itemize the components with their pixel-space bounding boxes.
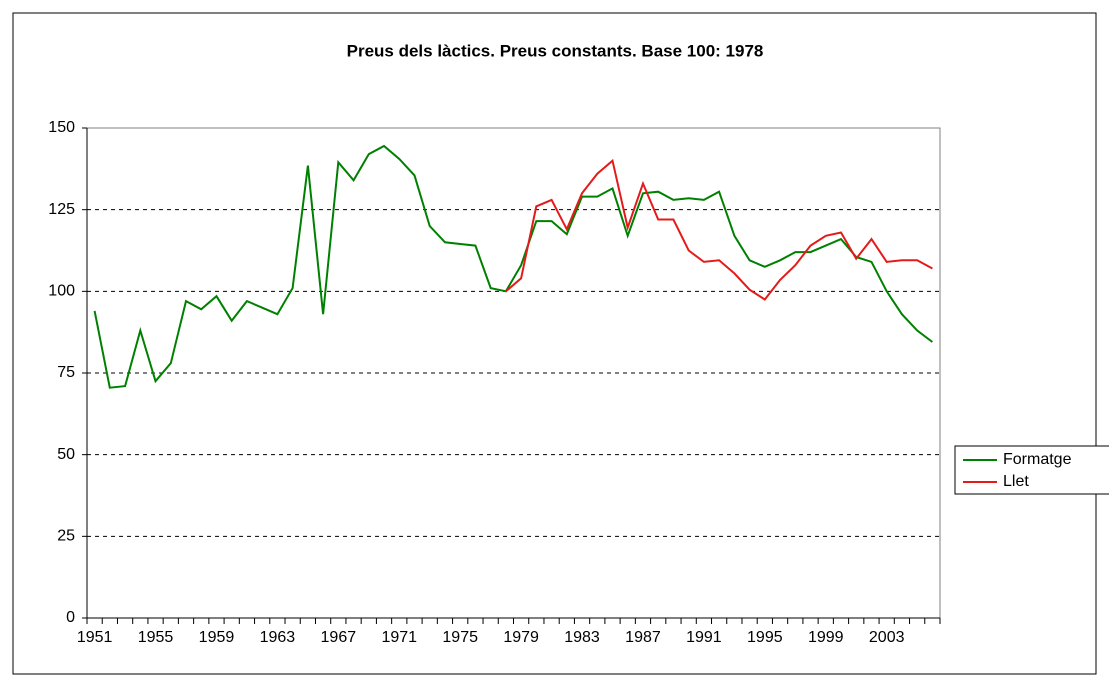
series-line: [505, 158, 933, 301]
legend-box: [954, 445, 1109, 495]
series-line: [93, 144, 934, 389]
x-tick-label: 1959: [199, 629, 235, 646]
x-tick-label: 1991: [686, 629, 722, 646]
x-tick-label: 1979: [503, 629, 539, 646]
x-tick-label: 1967: [321, 629, 357, 646]
x-tick-label: 1971: [381, 629, 417, 646]
x-tick-label: 1995: [747, 629, 783, 646]
y-tick-label: 75: [57, 364, 75, 381]
y-tick-label: 25: [57, 528, 75, 545]
y-tick-label: 100: [48, 283, 75, 300]
x-tick-label: 1987: [625, 629, 661, 646]
x-tick-label: 1999: [808, 629, 844, 646]
chart-title: Preus dels làctics. Preus constants. Bas…: [347, 41, 764, 60]
legend-label: Llet: [1003, 473, 1029, 490]
x-tick-label: 1975: [442, 629, 478, 646]
x-tick-label: 2003: [869, 629, 905, 646]
y-tick-label: 125: [48, 201, 75, 218]
x-tick-label: 1955: [138, 629, 174, 646]
legend-label: Formatge: [1003, 451, 1072, 468]
y-tick-label: 150: [48, 119, 75, 136]
x-tick-label: 1963: [260, 629, 296, 646]
y-tick-label: 50: [57, 446, 75, 463]
x-tick-label: 1951: [77, 629, 113, 646]
y-tick-label: 0: [66, 609, 75, 626]
x-tick-label: 1983: [564, 629, 600, 646]
